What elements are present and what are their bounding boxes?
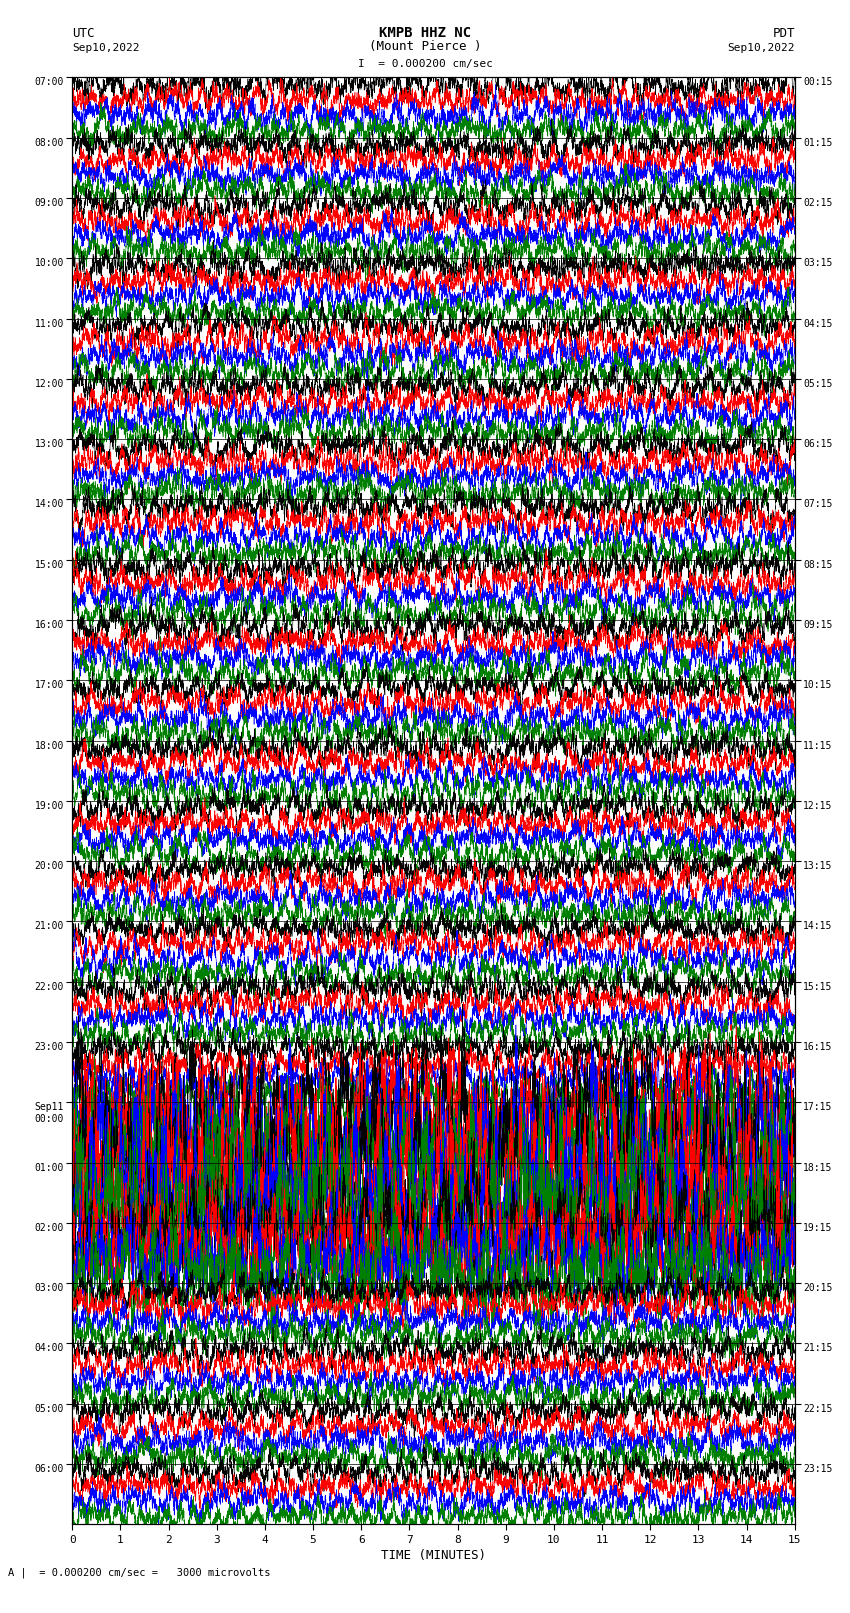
Text: KMPB HHZ NC: KMPB HHZ NC <box>379 26 471 40</box>
Text: Sep10,2022: Sep10,2022 <box>728 44 795 53</box>
X-axis label: TIME (MINUTES): TIME (MINUTES) <box>381 1548 486 1561</box>
Text: (Mount Pierce ): (Mount Pierce ) <box>369 40 481 53</box>
Text: A |  = 0.000200 cm/sec =   3000 microvolts: A | = 0.000200 cm/sec = 3000 microvolts <box>8 1566 271 1578</box>
Text: PDT: PDT <box>773 27 795 40</box>
Text: Sep10,2022: Sep10,2022 <box>72 44 139 53</box>
Text: I  = 0.000200 cm/sec: I = 0.000200 cm/sec <box>358 60 492 69</box>
Text: UTC: UTC <box>72 27 94 40</box>
